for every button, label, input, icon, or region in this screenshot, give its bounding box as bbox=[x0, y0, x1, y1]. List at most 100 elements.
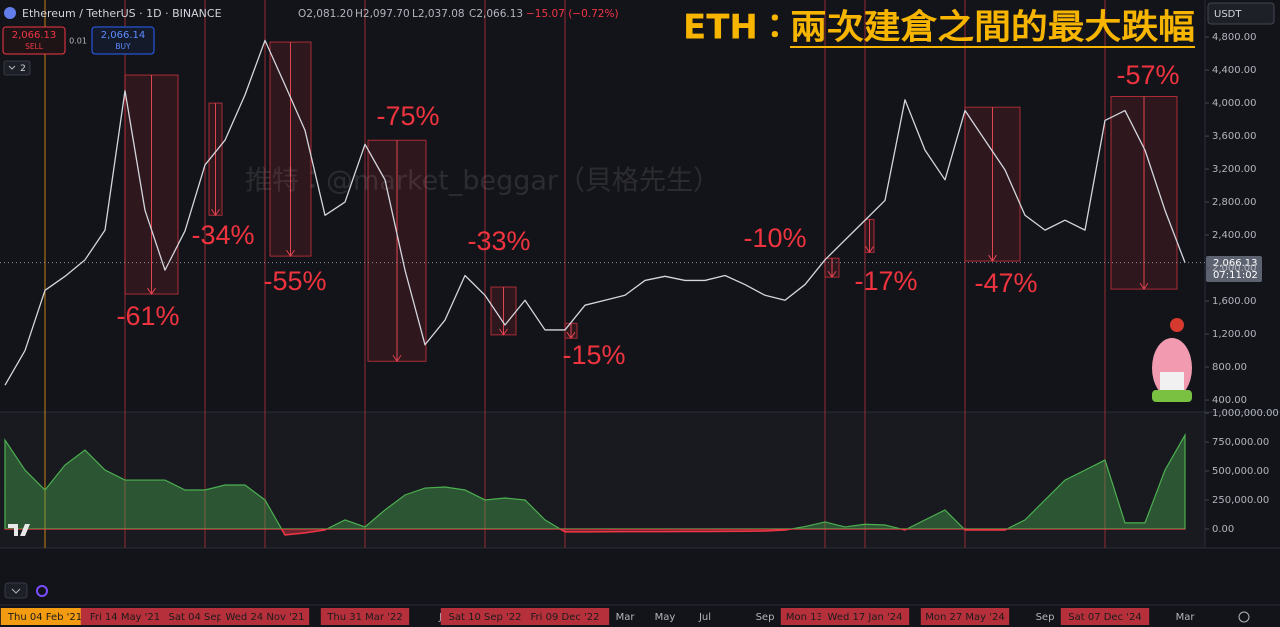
collapse-chevron[interactable] bbox=[11, 588, 21, 594]
x-tick-label: Jul bbox=[698, 612, 711, 623]
arrow-head bbox=[988, 254, 997, 262]
axes: 400.00 800.00 1,200.00 1,600.00 2,000.00 2,40… bbox=[0, 32, 1279, 625]
sell-label[interactable]: SELL bbox=[25, 42, 44, 51]
x-tick-label: Mar bbox=[616, 612, 636, 623]
sell-button[interactable]: 2,066.13 SELL bbox=[2, 26, 66, 55]
arrow-head bbox=[392, 354, 402, 363]
event-label-box bbox=[0, 608, 90, 625]
mascot bbox=[1152, 318, 1192, 402]
drawdown-label: -33% bbox=[467, 226, 530, 256]
area bbox=[4, 432, 1186, 529]
arrow-head bbox=[147, 287, 156, 295]
sell-price[interactable]: 2,066.13 bbox=[12, 30, 57, 41]
x-tick-label: Thu 31 Mar '22 bbox=[326, 612, 402, 623]
event-label-box bbox=[520, 608, 610, 625]
symbol: Ethereum / TetherUS · 1D · BINANCE bbox=[22, 7, 222, 20]
y-tick-label: 4,000.00 bbox=[1212, 98, 1257, 109]
ohlc-low: L2,037.08 bbox=[412, 8, 465, 20]
countdown: 07:11:02 bbox=[1213, 270, 1258, 281]
y-tick-label: 3,600.00 bbox=[1212, 131, 1257, 142]
buy-price[interactable]: 2,066.14 bbox=[101, 30, 146, 41]
y-tick-label: 0.00 bbox=[1212, 524, 1234, 535]
area bbox=[4, 528, 1186, 536]
arrow-head bbox=[211, 209, 220, 217]
x-tick-label: Mon 27 May '24 bbox=[925, 612, 1005, 623]
y-tick-label: 3,200.00 bbox=[1212, 164, 1257, 175]
spread: 0.01 bbox=[69, 37, 87, 46]
drawdown-label: -34% bbox=[191, 220, 254, 250]
x-tick-label: Fri 14 May '21 bbox=[90, 612, 160, 623]
x-tick-label: Fri 09 Dec '22 bbox=[531, 612, 600, 623]
drawdown-label: -15% bbox=[562, 340, 625, 370]
event-label-box bbox=[220, 608, 310, 625]
drawdown-label: -10% bbox=[743, 223, 806, 253]
replay-icon[interactable] bbox=[36, 585, 48, 597]
sell-box[interactable] bbox=[2, 26, 66, 55]
y-tick-label: 250,000.00 bbox=[1212, 495, 1269, 506]
y-tick-label: 2,800.00 bbox=[1212, 197, 1257, 208]
drawdown-label: -17% bbox=[854, 266, 917, 296]
x-tick-label: Mar bbox=[1176, 612, 1196, 623]
currency-select[interactable]: USDT bbox=[1207, 2, 1275, 25]
symbol-icon bbox=[4, 7, 16, 19]
ohlc: O2,081.20 H2,097.70 L2,037.08 C2,066.13 … bbox=[298, 8, 619, 20]
x-tick-label: Sat 04 Sep '21 bbox=[169, 612, 242, 623]
last-price-box bbox=[1206, 256, 1262, 282]
arrow-head bbox=[1139, 282, 1149, 291]
negative-area bbox=[4, 528, 1186, 536]
y-tick-label: 2,000.00 bbox=[1212, 263, 1257, 274]
x-tick-label: Sat 07 Dec '24 bbox=[1068, 612, 1141, 623]
y-tick-label: 400.00 bbox=[1212, 395, 1247, 406]
y-tick-label: 4,800.00 bbox=[1212, 32, 1257, 43]
x-tick-label: Wed 24 Nov '21 bbox=[225, 612, 304, 623]
drawdown-label: -55% bbox=[263, 266, 326, 296]
buy-button[interactable]: 2,066.14 BUY bbox=[91, 26, 155, 55]
y-tick-label: 1,200.00 bbox=[1212, 329, 1257, 340]
ohlc-change: −15.07 (−0.72%) bbox=[526, 8, 619, 20]
settings-icon[interactable] bbox=[1238, 611, 1250, 623]
title-prefix: ETH： bbox=[683, 8, 792, 48]
event-label-box bbox=[920, 608, 1010, 625]
mascot-hat bbox=[1170, 318, 1184, 332]
x-tick-label: Sep bbox=[1036, 612, 1055, 623]
positive-area bbox=[4, 432, 1186, 529]
y-tick-label: 1,600.00 bbox=[1212, 296, 1257, 307]
buy-box[interactable] bbox=[91, 26, 155, 55]
mascot-shorts bbox=[1152, 390, 1192, 402]
indicator-pane bbox=[0, 412, 1205, 548]
event-label-box bbox=[820, 608, 910, 625]
tv-logo bbox=[8, 524, 30, 536]
drawdown-label: -75% bbox=[376, 101, 439, 131]
x-tick-label: Sat 10 Sep '22 bbox=[449, 612, 522, 623]
x-tick-label: May bbox=[655, 612, 676, 623]
x-tick-label: Thu 04 Feb '21 bbox=[7, 612, 82, 623]
arrow-head bbox=[286, 249, 295, 258]
y-tick-label: 1,000,000.00 bbox=[1212, 408, 1279, 419]
drawdown-label: -61% bbox=[116, 301, 179, 331]
buy-label[interactable]: BUY bbox=[115, 42, 131, 51]
series bbox=[0, 39, 1205, 536]
event-label-box bbox=[320, 608, 410, 625]
price-line bbox=[4, 39, 1186, 386]
indicators-box[interactable] bbox=[3, 60, 31, 76]
watermark: 推特：@market_beggar（貝格先生） bbox=[245, 166, 720, 197]
arrow-head bbox=[566, 331, 576, 340]
ohlc-close: C2,066.13 bbox=[469, 8, 523, 20]
drawdown-label: -47% bbox=[974, 268, 1037, 298]
y-tick-label: 800.00 bbox=[1212, 362, 1247, 373]
indicators-toggle[interactable]: 2 bbox=[3, 60, 31, 76]
collapse-box[interactable] bbox=[4, 582, 28, 599]
ohlc-open: O2,081.20 bbox=[298, 8, 353, 20]
y-tick-label: 500,000.00 bbox=[1212, 466, 1269, 477]
collapse-button[interactable] bbox=[4, 582, 48, 599]
y-tick-label: 4,400.00 bbox=[1212, 65, 1257, 76]
event-label-box bbox=[440, 608, 530, 625]
currency-box[interactable] bbox=[1207, 2, 1275, 25]
chevron[interactable] bbox=[8, 65, 16, 70]
indicators-count[interactable]: 2 bbox=[20, 64, 26, 74]
mascot-shirt bbox=[1160, 372, 1184, 394]
currency[interactable]: USDT bbox=[1214, 9, 1242, 20]
event-label-box bbox=[80, 608, 170, 625]
ohlc-high: H2,097.70 bbox=[355, 8, 410, 20]
